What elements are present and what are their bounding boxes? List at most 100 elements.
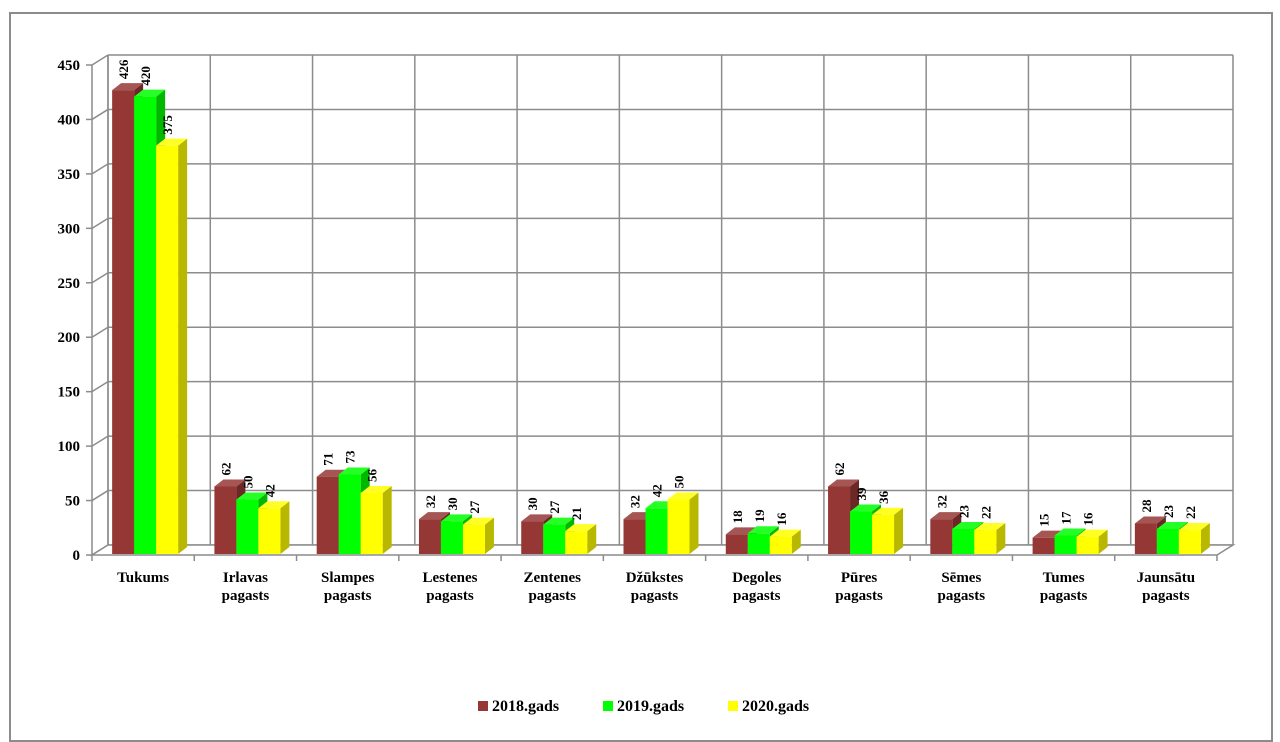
bar-top <box>156 138 188 146</box>
bar-top <box>850 504 882 512</box>
data-label: 36 <box>876 490 891 504</box>
bar-side <box>382 486 392 554</box>
data-label: 22 <box>978 506 993 519</box>
bar <box>565 524 597 554</box>
data-label: 27 <box>467 500 482 514</box>
x-tick-label: Slampes <box>321 570 375 586</box>
legend-swatch <box>478 701 488 711</box>
y-tick-label: 400 <box>58 112 81 128</box>
x-tick-label: pagasts <box>222 588 270 604</box>
y-tick-label: 150 <box>58 385 81 401</box>
gridline-side <box>91 272 109 284</box>
bar-top <box>134 89 166 97</box>
x-tick-label: Irlavas <box>223 570 268 586</box>
data-label: 17 <box>1059 511 1074 525</box>
x-tick-label: pagasts <box>324 588 372 604</box>
bar-top <box>112 83 144 91</box>
data-label: 62 <box>218 462 233 475</box>
bar-front <box>1032 537 1055 554</box>
data-label: 32 <box>423 495 438 508</box>
bar-top <box>543 517 575 525</box>
bar <box>872 507 904 554</box>
data-label: 375 <box>160 115 175 135</box>
bar-top <box>1178 523 1210 531</box>
data-label: 22 <box>1183 506 1198 519</box>
data-label: 56 <box>365 469 380 483</box>
gridline-side <box>91 381 109 393</box>
bar-front <box>747 533 770 554</box>
bar-front <box>134 96 157 555</box>
bar <box>156 138 188 554</box>
x-tick-label: pagasts <box>733 588 781 604</box>
bar-side <box>689 492 699 554</box>
bar-top <box>236 492 268 500</box>
bar-top <box>952 521 984 529</box>
bar-front <box>360 493 383 554</box>
data-label: 426 <box>116 59 131 79</box>
y-tick-label: 0 <box>73 548 81 564</box>
bar-front <box>1156 528 1179 554</box>
bar-top <box>667 492 699 500</box>
bar-side <box>996 523 1006 554</box>
x-tick-label: pagasts <box>1040 588 1088 604</box>
y-tick-label: 100 <box>58 439 81 455</box>
bar-front <box>462 524 485 554</box>
x-tick-label: Zentenes <box>523 570 581 586</box>
y-tick-label: 450 <box>58 58 81 74</box>
bar-front <box>418 519 441 554</box>
data-label: 15 <box>1037 513 1052 527</box>
bar-top <box>338 467 370 475</box>
bar-front <box>543 524 566 554</box>
data-label: 42 <box>650 484 665 497</box>
legend-swatch <box>603 701 613 711</box>
gridline-side <box>91 489 109 502</box>
bar <box>1178 523 1210 554</box>
bar-front <box>952 528 975 554</box>
x-tick-label: pagasts <box>631 588 679 604</box>
data-label: 39 <box>854 487 869 501</box>
bar-side <box>894 507 904 554</box>
bar <box>1076 529 1108 554</box>
bar-top <box>418 512 450 520</box>
data-label: 23 <box>956 504 971 518</box>
bar-top <box>462 517 494 525</box>
bar-top <box>1076 529 1108 537</box>
bar-front <box>930 519 953 554</box>
y-tick-label: 250 <box>58 276 81 292</box>
x-tick-label: Sēmes <box>941 570 981 586</box>
bar-front <box>623 519 646 554</box>
bar-front <box>156 145 179 554</box>
data-label: 32 <box>934 495 949 508</box>
gridline-side <box>91 217 109 229</box>
data-label: 73 <box>343 450 358 464</box>
bar-top <box>747 526 779 534</box>
bar-front <box>440 521 463 554</box>
bar-front <box>667 499 690 554</box>
bar-top <box>214 479 246 487</box>
data-label: 16 <box>1081 512 1096 526</box>
bar <box>974 523 1006 554</box>
y-tick-label: 350 <box>58 167 81 183</box>
x-tick-label: Pūres <box>841 570 878 586</box>
x-tick-label: Džūkstes <box>626 570 684 586</box>
gridline-side <box>91 435 109 447</box>
data-label: 23 <box>1161 504 1176 518</box>
bar-front <box>645 508 668 554</box>
bar <box>667 492 699 554</box>
bar-side <box>178 138 188 554</box>
bar-front <box>236 499 259 554</box>
bar <box>360 486 392 554</box>
bar-side <box>280 501 290 554</box>
legend-label: 2020.gads <box>742 698 809 715</box>
bar <box>258 501 290 554</box>
data-label: 16 <box>774 512 789 526</box>
gridline-side <box>91 163 109 175</box>
bar-front <box>521 521 544 554</box>
bar-top <box>360 486 392 494</box>
legend-label: 2018.gads <box>492 698 559 715</box>
bar-top <box>1156 521 1188 529</box>
bar-front <box>725 534 748 554</box>
bar-front <box>872 514 895 554</box>
bar-front <box>565 531 588 554</box>
